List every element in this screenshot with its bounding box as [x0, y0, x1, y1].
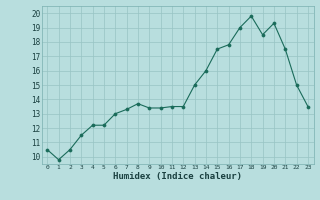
- X-axis label: Humidex (Indice chaleur): Humidex (Indice chaleur): [113, 172, 242, 181]
